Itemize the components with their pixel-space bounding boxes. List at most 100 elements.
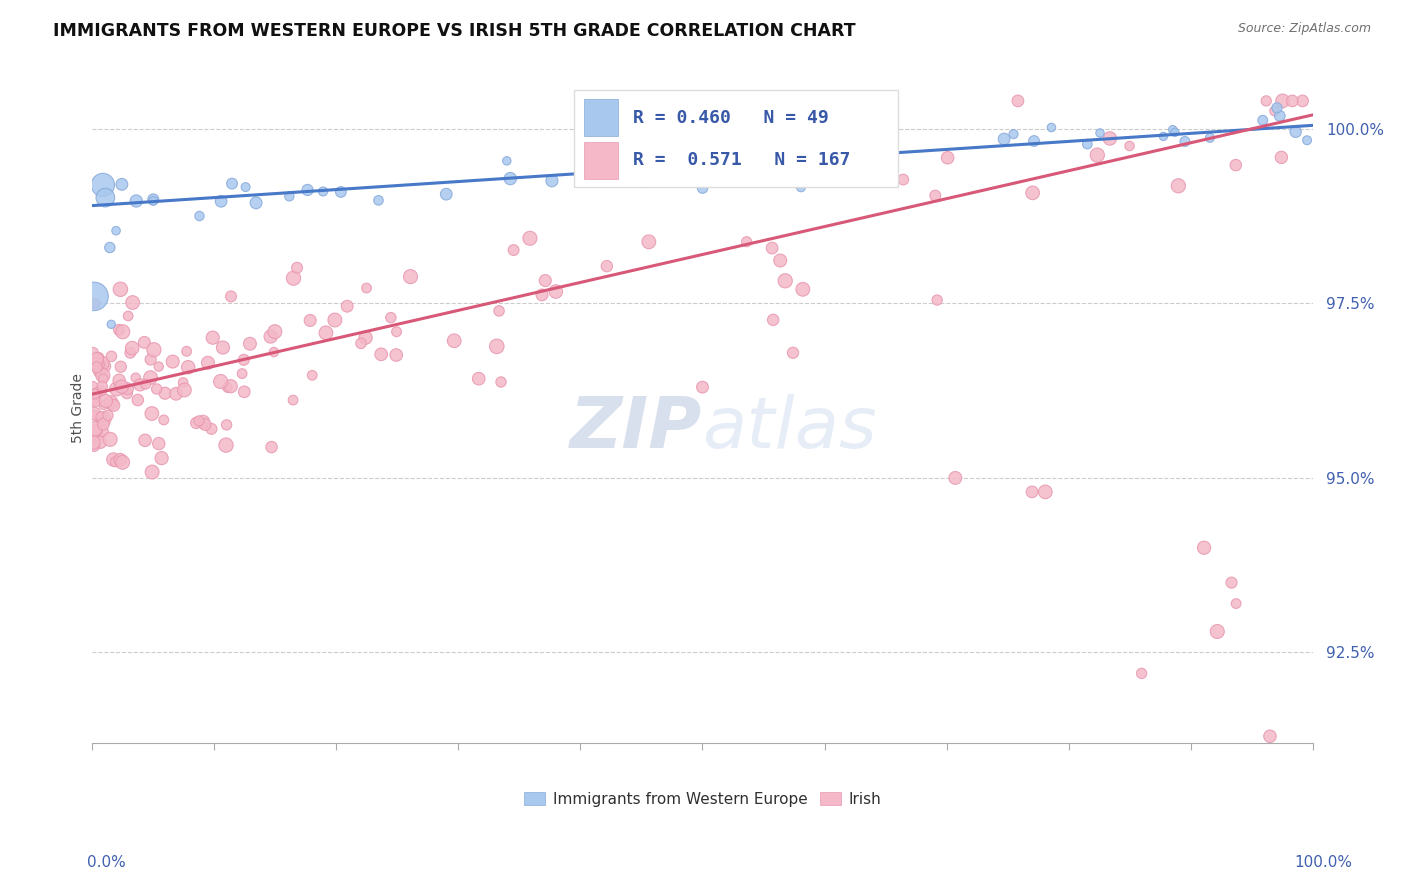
Point (380, 310, 402, 325)
Point (191, 415, 214, 429)
Text: Source: ZipAtlas.com: Source: ZipAtlas.com (1237, 22, 1371, 36)
Point (104, 455, 127, 469)
Point (636, 163, 658, 178)
Point (100, 318, 122, 332)
Point (142, 193, 165, 207)
Point (90, 384, 112, 398)
Point (1164, 125, 1187, 139)
Point (215, 417, 238, 432)
Point (354, 331, 377, 345)
Point (219, 289, 242, 303)
Point (541, 174, 564, 188)
Point (596, 259, 619, 273)
Point (83, 422, 105, 436)
Point (125, 194, 148, 208)
Point (134, 335, 156, 350)
Point (176, 344, 198, 359)
Point (643, 174, 665, 188)
Point (936, 151, 959, 165)
Point (385, 348, 408, 362)
Point (86, 352, 108, 367)
Point (1167, 178, 1189, 193)
Point (329, 185, 352, 199)
Point (312, 185, 335, 199)
Point (148, 436, 170, 450)
Point (1152, 129, 1174, 144)
Point (177, 360, 200, 375)
Point (285, 260, 308, 275)
Point (105, 224, 128, 238)
Point (209, 375, 232, 389)
Point (443, 334, 465, 348)
Point (323, 313, 346, 327)
Point (489, 375, 512, 389)
Point (943, 471, 966, 485)
Point (519, 231, 541, 245)
Point (82, 389, 104, 403)
Point (530, 288, 553, 302)
Point (773, 274, 796, 288)
Point (86, 385, 108, 400)
Point (108, 323, 131, 337)
Point (434, 187, 457, 202)
Point (110, 359, 132, 374)
Point (187, 414, 209, 428)
Point (212, 341, 235, 355)
Legend: Immigrants from Western Europe, Irish: Immigrants from Western Europe, Irish (517, 786, 887, 813)
FancyBboxPatch shape (574, 90, 898, 187)
Point (91, 424, 114, 438)
Point (93, 412, 115, 426)
Point (1268, 109, 1291, 123)
Point (735, 235, 758, 249)
Point (1192, 541, 1215, 555)
Point (83, 407, 105, 421)
Point (1291, 94, 1313, 108)
Point (121, 341, 143, 355)
Point (993, 132, 1015, 146)
Point (356, 281, 378, 295)
Point (263, 325, 285, 339)
Point (148, 359, 170, 374)
Point (769, 253, 792, 268)
Text: R = 0.460   N = 49: R = 0.460 N = 49 (633, 109, 828, 127)
Point (110, 282, 132, 296)
Point (142, 343, 165, 357)
Point (1088, 126, 1111, 140)
Point (84, 426, 107, 441)
Point (1085, 148, 1108, 162)
Point (792, 282, 814, 296)
Point (125, 370, 148, 384)
Point (103, 398, 125, 412)
Point (301, 368, 323, 383)
Point (134, 434, 156, 448)
Point (350, 336, 373, 351)
Point (84, 357, 107, 371)
Point (150, 451, 173, 466)
Point (83, 289, 105, 303)
Point (245, 195, 267, 210)
Point (129, 377, 152, 392)
Point (121, 295, 143, 310)
Point (215, 438, 238, 452)
Point (111, 455, 134, 469)
Point (232, 352, 254, 367)
Point (83, 387, 105, 401)
Point (84, 297, 107, 311)
Point (233, 384, 256, 399)
Point (111, 178, 134, 192)
Point (761, 241, 783, 255)
Point (1022, 134, 1045, 148)
Point (499, 171, 522, 186)
Point (84, 394, 107, 409)
Point (98, 433, 121, 447)
Point (875, 139, 897, 153)
Text: ZIP: ZIP (571, 393, 703, 463)
Point (89, 361, 111, 376)
Point (197, 356, 219, 370)
Point (172, 376, 194, 390)
Y-axis label: 5th Grade: 5th Grade (72, 373, 86, 443)
Point (1033, 484, 1056, 499)
Point (1021, 186, 1043, 200)
Point (1130, 666, 1153, 681)
Point (1285, 125, 1308, 139)
